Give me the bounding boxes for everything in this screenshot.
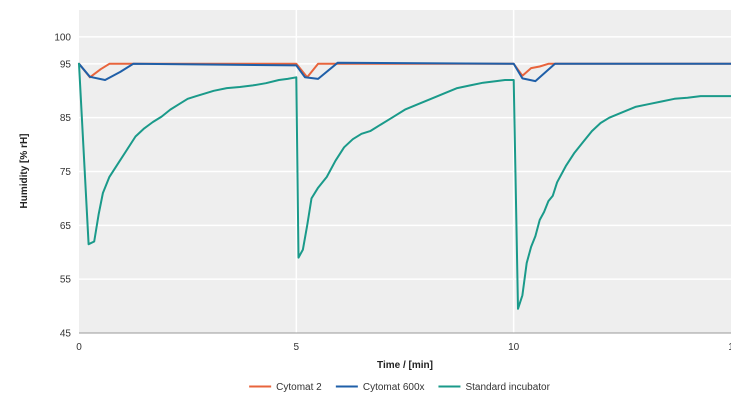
y-axis-ticks: 45 55 65 75 85 95 100 — [54, 32, 71, 339]
legend-label: Cytomat 600x — [363, 382, 425, 393]
y-tick-label: 85 — [60, 113, 72, 124]
legend-label: Standard incubator — [465, 382, 550, 393]
y-tick-label: 95 — [60, 59, 72, 70]
x-tick-label: 1 — [728, 342, 731, 353]
y-tick-label: 45 — [60, 329, 72, 340]
legend-item: Cytomat 2 — [249, 382, 322, 393]
legend-item: Cytomat 600x — [335, 382, 425, 393]
legend: Cytomat 2 Cytomat 600x Standard incubator — [249, 382, 551, 393]
x-axis-ticks: 0 5 10 1 — [76, 342, 731, 353]
legend-label: Cytomat 2 — [276, 382, 322, 393]
y-tick-label: 55 — [60, 275, 72, 286]
legend-item: Standard incubator — [438, 382, 551, 393]
x-tick-label: 0 — [76, 342, 82, 353]
y-tick-label: 65 — [60, 221, 72, 232]
x-tick-label: 5 — [294, 342, 300, 353]
x-tick-label: 10 — [508, 342, 520, 353]
y-tick-label: 75 — [60, 167, 72, 178]
series-line — [78, 61, 731, 83]
series-lines — [78, 61, 731, 310]
series-line — [78, 62, 731, 310]
y-axis-title: Humidity [% rH] — [19, 134, 30, 209]
series-line — [78, 62, 731, 79]
y-tick-label: 100 — [54, 32, 71, 43]
x-axis-title: Time / [min] — [377, 360, 433, 371]
